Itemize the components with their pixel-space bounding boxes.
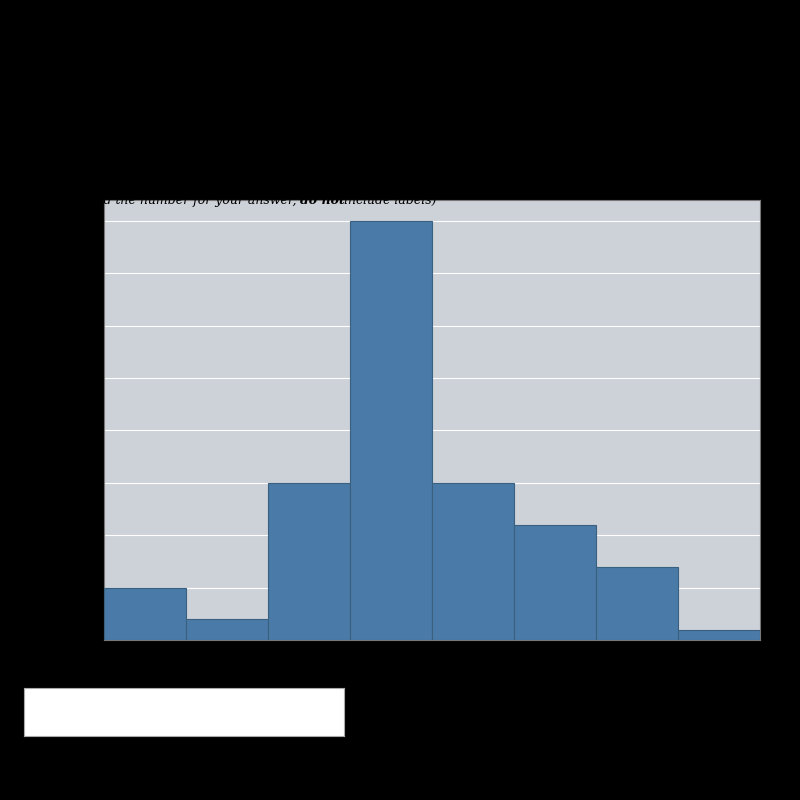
Bar: [268, 483, 350, 640]
Bar: [350, 221, 432, 640]
Bar: [186, 619, 268, 640]
Bar: [678, 630, 760, 640]
Bar: [432, 483, 514, 640]
Text: include labels): include labels): [340, 194, 437, 207]
X-axis label: Heights: Heights: [393, 696, 471, 714]
Bar: [104, 588, 186, 640]
Bar: [514, 525, 596, 640]
Text: do not: do not: [300, 194, 345, 207]
Y-axis label: Relative frequency: Relative frequency: [46, 348, 61, 492]
Bar: [596, 566, 678, 640]
Text: (just end the number for your answer,: (just end the number for your answer,: [56, 194, 301, 207]
